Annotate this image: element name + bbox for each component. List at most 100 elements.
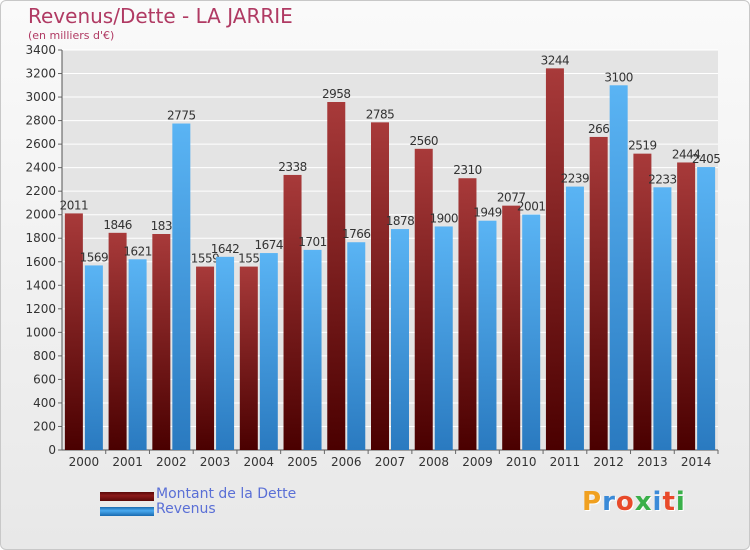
x-tick-label: 2012 [593,455,624,469]
legend-swatch-revenus [100,507,154,516]
legend-swatch-dette [100,492,154,501]
y-tick-label: 400 [33,396,56,410]
y-tick-label: 1400 [25,278,56,292]
y-tick-label: 1200 [25,302,56,316]
bar-revenus [216,256,235,450]
data-label-revenus: 1621 [123,244,152,258]
data-label-dette: 183 [151,219,172,233]
data-label-dette: 2338 [278,160,307,174]
y-tick-label: 2000 [25,208,56,222]
data-label-dette: 2519 [628,139,657,153]
logo-letter: r [602,487,616,517]
y-tick-label: 3000 [25,90,56,104]
y-tick-label: 3400 [25,43,56,57]
bar-dette [327,102,346,450]
data-label-dette: 266 [588,122,609,136]
bar-dette [458,178,477,450]
y-tick-label: 1000 [25,325,56,339]
bar-revenus [391,229,409,450]
x-tick-label: 2004 [244,455,275,469]
bar-revenus [653,187,672,450]
data-label-dette: 1846 [103,218,132,232]
data-label-dette: 155 [238,252,259,266]
x-tick-label: 2009 [462,455,493,469]
data-label-revenus: 1674 [255,238,284,252]
x-tick-label: 2007 [375,455,406,469]
y-tick-label: 0 [48,443,56,457]
data-label-revenus: 1642 [211,242,240,256]
y-tick-label: 200 [33,419,56,433]
data-label-dette: 2560 [409,134,438,148]
data-label-revenus: 1949 [473,206,502,220]
bar-dette [64,213,83,450]
data-label-revenus: 2405 [692,152,721,166]
bar-dette [152,234,171,450]
x-tick-label: 2005 [287,455,318,469]
data-label-revenus: 2775 [167,109,196,123]
logo-letter: t [662,487,676,517]
chart-subtitle: (en milliers d'€) [28,29,115,42]
y-tick-label: 2200 [25,184,56,198]
x-tick-label: 2008 [418,455,449,469]
bar-dette [589,136,608,451]
data-label-revenus: 2239 [561,172,590,186]
plot-area [62,50,718,450]
bar-revenus [128,259,147,450]
data-label-revenus: 1878 [386,214,415,228]
data-label-revenus: 2233 [648,172,677,186]
bar-revenus [565,186,584,450]
data-label-dette: 3244 [541,53,570,67]
y-tick-label: 1600 [25,255,56,269]
data-label-dette: 2310 [453,163,482,177]
bar-dette [414,148,433,450]
bar-revenus [609,85,628,450]
bar-dette [196,266,215,450]
data-label-dette: 2958 [322,87,351,101]
x-tick-label: 2000 [69,455,100,469]
y-tick-label: 800 [33,349,56,363]
bar-revenus [347,242,366,450]
data-label-dette: 2444 [672,147,701,161]
logo-letter: i [652,487,663,517]
y-tick-label: 600 [33,372,56,386]
y-tick-label: 2400 [25,161,56,175]
y-tick-label: 2600 [25,137,56,151]
legend-label-dette: Montant de la Dette [156,486,297,502]
x-tick-label: 2011 [550,455,581,469]
proxiti-logo: Proxiti [582,487,686,517]
y-tick-label: 2800 [25,114,56,128]
data-label-revenus: 1701 [298,235,327,249]
logo-letter: P [582,487,603,517]
logo-letter: i [675,487,686,517]
bar-revenus [478,220,497,450]
bar-revenus [522,214,541,450]
x-tick-label: 2006 [331,455,362,469]
bar-revenus [303,249,322,450]
x-tick-label: 2002 [156,455,187,469]
data-label-revenus: 1766 [342,227,371,241]
data-label-dette: 2077 [497,191,526,205]
x-tick-label: 2001 [112,455,143,469]
chart-title: Revenus/Dette - LA JARRIE [28,4,293,28]
bar-dette [108,232,127,450]
x-tick-label: 2013 [637,455,668,469]
data-label-revenus: 2001 [517,200,546,214]
x-tick-label: 2003 [200,455,231,469]
bar-dette [677,162,696,450]
logo-letter: o [615,487,635,517]
data-label-dette: 1559 [191,252,220,266]
bar-revenus [434,226,453,450]
bar-dette [502,205,521,450]
bar-dette [283,174,302,451]
bar-revenus [259,253,278,450]
data-label-revenus: 1569 [80,250,109,264]
bar-dette [239,266,258,450]
data-label-dette: 2011 [60,198,89,212]
bar-dette [545,68,564,451]
y-tick-label: 3200 [25,67,56,81]
data-label-revenus: 3100 [604,70,633,84]
bar-dette [371,122,389,451]
logo-letter: x [634,487,653,517]
data-label-dette: 2785 [366,107,395,121]
